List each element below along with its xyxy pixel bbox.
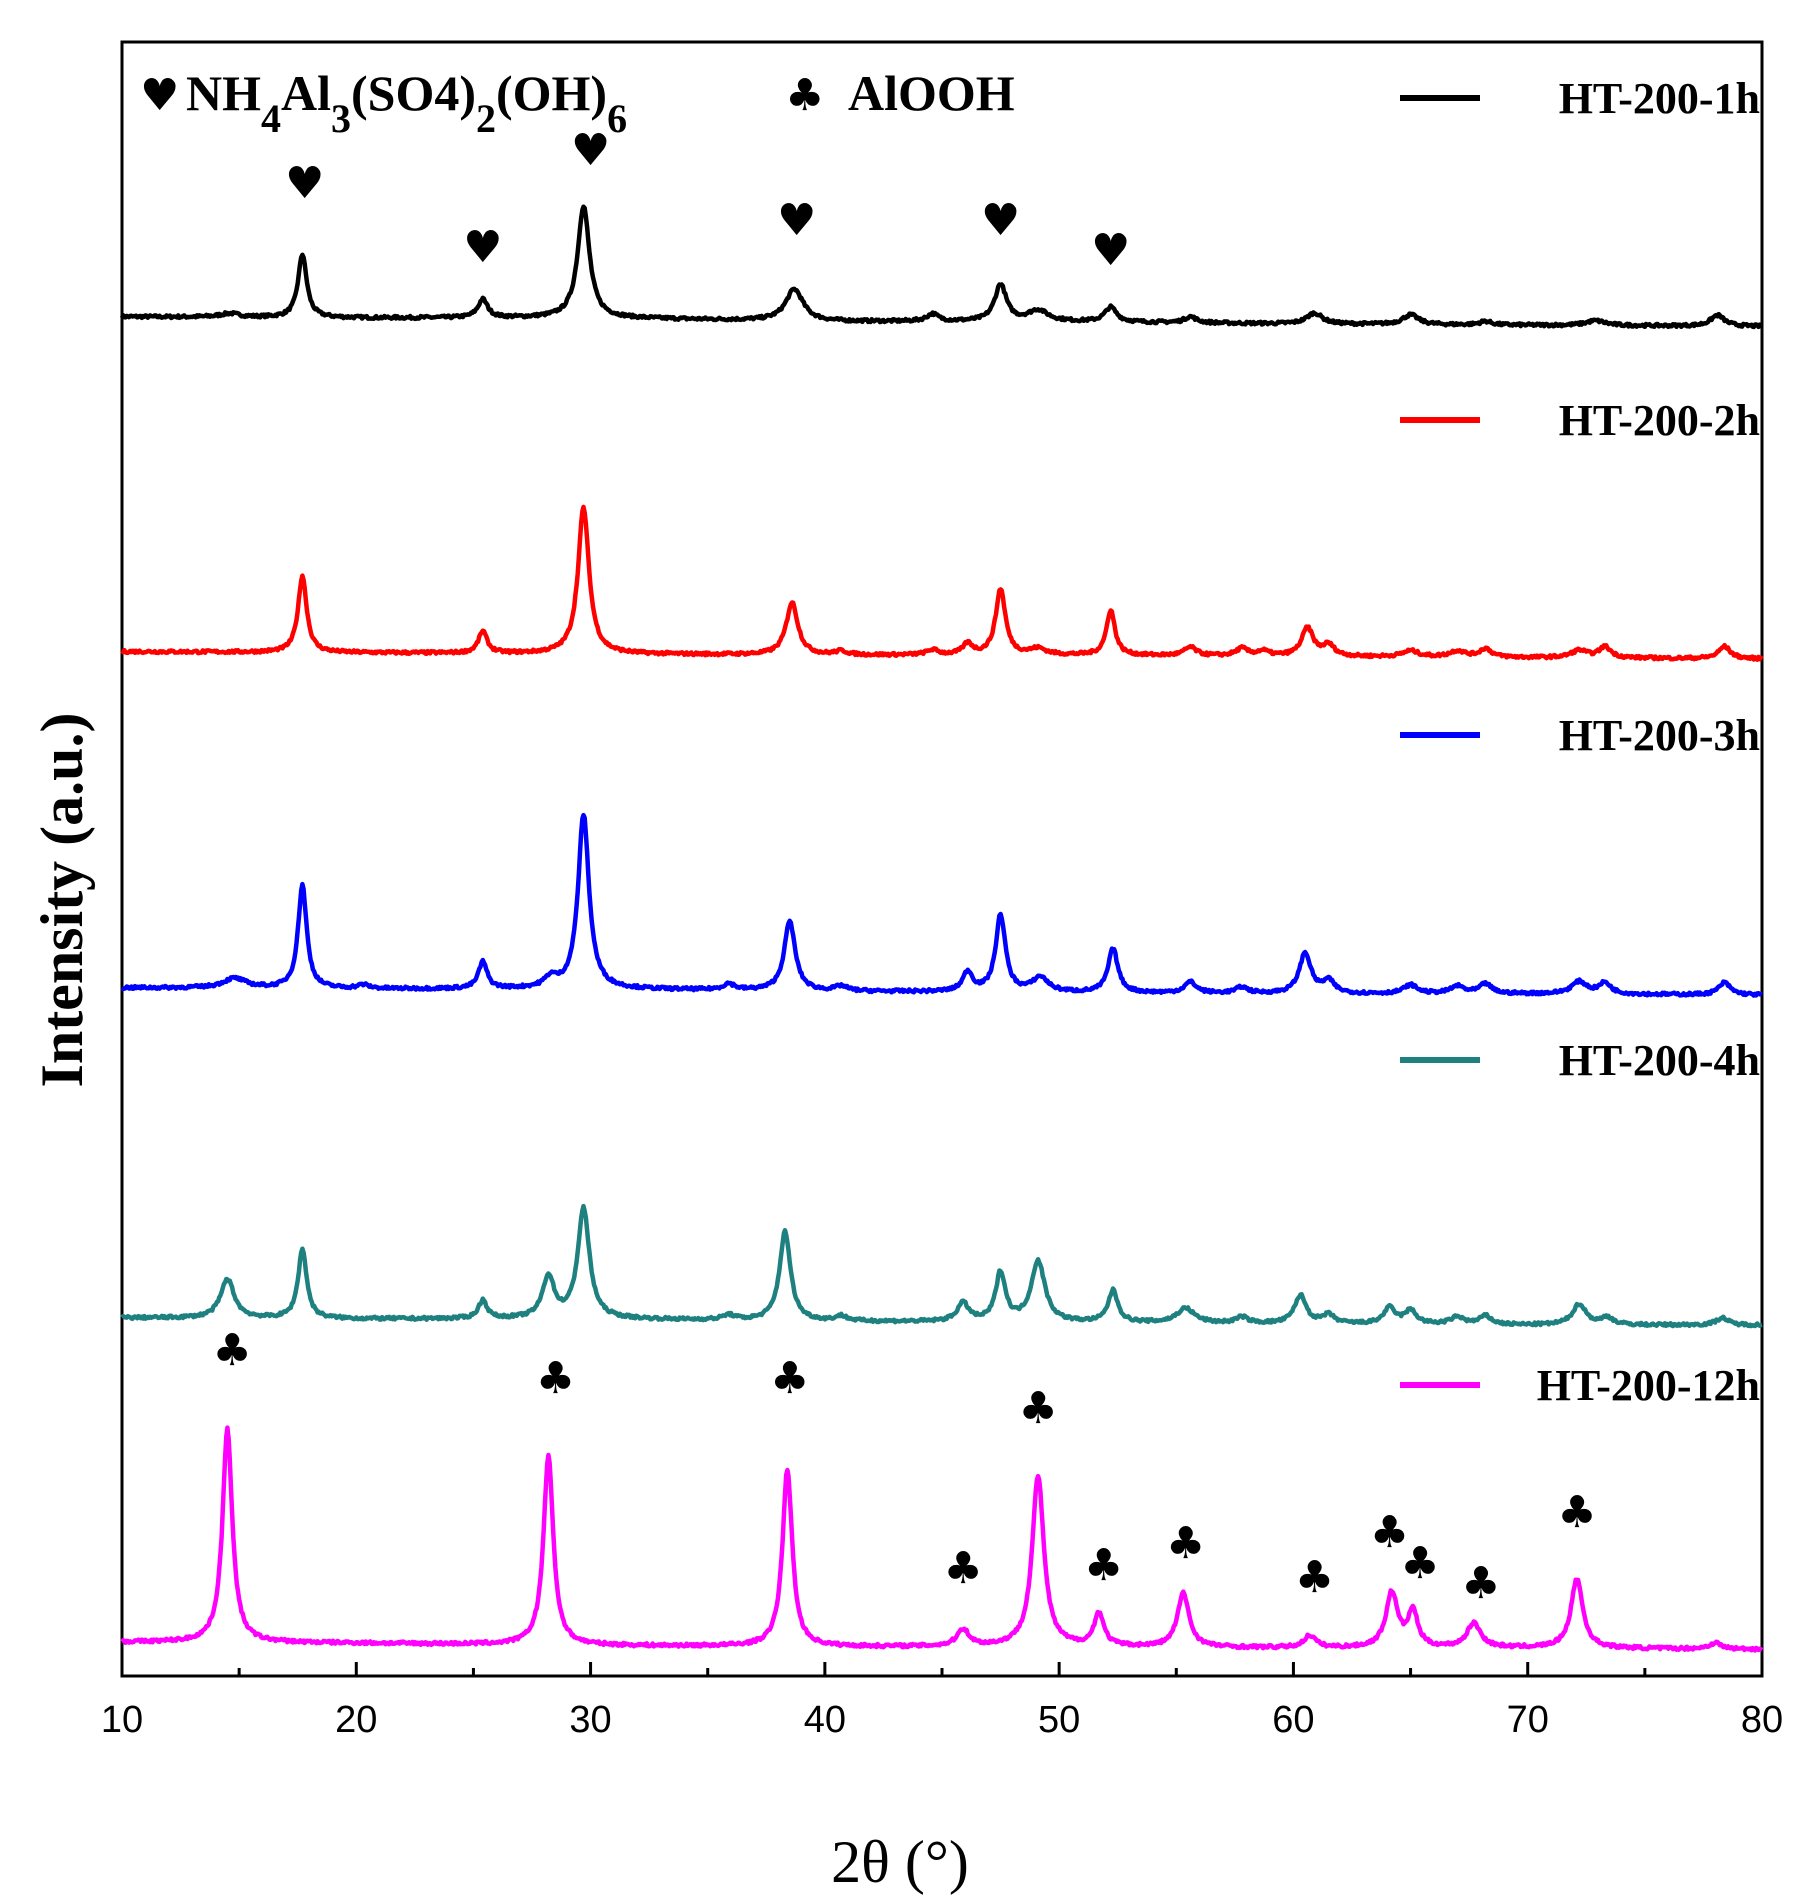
phase-club-label: AlOOH	[848, 65, 1015, 121]
series-line-2	[120, 504, 1764, 662]
legend-label-5: HT-200-12h	[1537, 1361, 1760, 1410]
peak-markers: ♥♥♥♥ ♥♥♣♣ ♣♣♣♣ ♣♣♣♣ ♣♣	[212, 125, 1596, 1609]
x-axis: 10 20 30 40 50 60 70 80	[101, 1662, 1783, 1741]
phase-legend: ♥ NH4Al3(SO4)2(OH)6 ♣ AlOOH	[140, 65, 1015, 141]
club-marker: ♣	[1084, 1540, 1123, 1591]
series-line-3	[120, 812, 1764, 998]
club-marker: ♣	[770, 1353, 809, 1404]
x-tick-label: 70	[1507, 1699, 1549, 1741]
phase-club-icon: ♣	[785, 70, 824, 121]
series-curves	[119, 204, 1764, 1653]
club-marker: ♣	[1400, 1538, 1439, 1589]
legend-label-2: HT-200-2h	[1559, 396, 1760, 445]
x-tick-label: 10	[101, 1699, 143, 1741]
heart-marker: ♥	[981, 195, 1020, 246]
heart-marker: ♥	[463, 222, 502, 273]
legend-label-4: HT-200-4h	[1559, 1036, 1760, 1085]
legend-label-1: HT-200-1h	[1559, 74, 1760, 123]
phase-heart-icon: ♥	[140, 70, 179, 121]
x-tick-label: 40	[804, 1699, 846, 1741]
x-tick-label: 50	[1038, 1699, 1080, 1741]
heart-marker: ♥	[777, 195, 816, 246]
x-tick-label: 80	[1741, 1699, 1783, 1741]
series-line-1	[119, 204, 1764, 330]
club-marker: ♣	[1461, 1558, 1500, 1609]
series-line-5	[120, 1425, 1764, 1653]
club-marker: ♣	[1166, 1518, 1205, 1569]
plot-frame	[120, 40, 1764, 1678]
club-marker: ♣	[1018, 1383, 1057, 1434]
y-axis-title: Intensity (a.u.)	[29, 712, 95, 1087]
x-tick-label: 30	[569, 1699, 611, 1741]
club-marker: ♣	[536, 1353, 575, 1404]
x-tick-label: 60	[1272, 1699, 1314, 1741]
heart-marker: ♥	[285, 158, 324, 209]
series-legend: HT-200-1h HT-200-2h HT-200-3h HT-200-4h HT-2…	[1400, 74, 1760, 1410]
club-marker: ♣	[1295, 1552, 1334, 1603]
club-marker: ♣	[1557, 1487, 1596, 1538]
club-marker: ♣	[943, 1543, 982, 1594]
x-tick-label: 20	[335, 1699, 377, 1741]
club-marker: ♣	[1370, 1507, 1409, 1558]
x-axis-title: 2θ (°)	[831, 1829, 969, 1895]
heart-marker: ♥	[1091, 225, 1130, 276]
club-marker: ♣	[212, 1325, 251, 1376]
legend-label-3: HT-200-3h	[1559, 711, 1760, 760]
series-line-4	[120, 1203, 1764, 1329]
heart-marker: ♥	[571, 125, 610, 176]
phase-heart-formula: NH4Al3(SO4)2(OH)6	[186, 65, 627, 141]
